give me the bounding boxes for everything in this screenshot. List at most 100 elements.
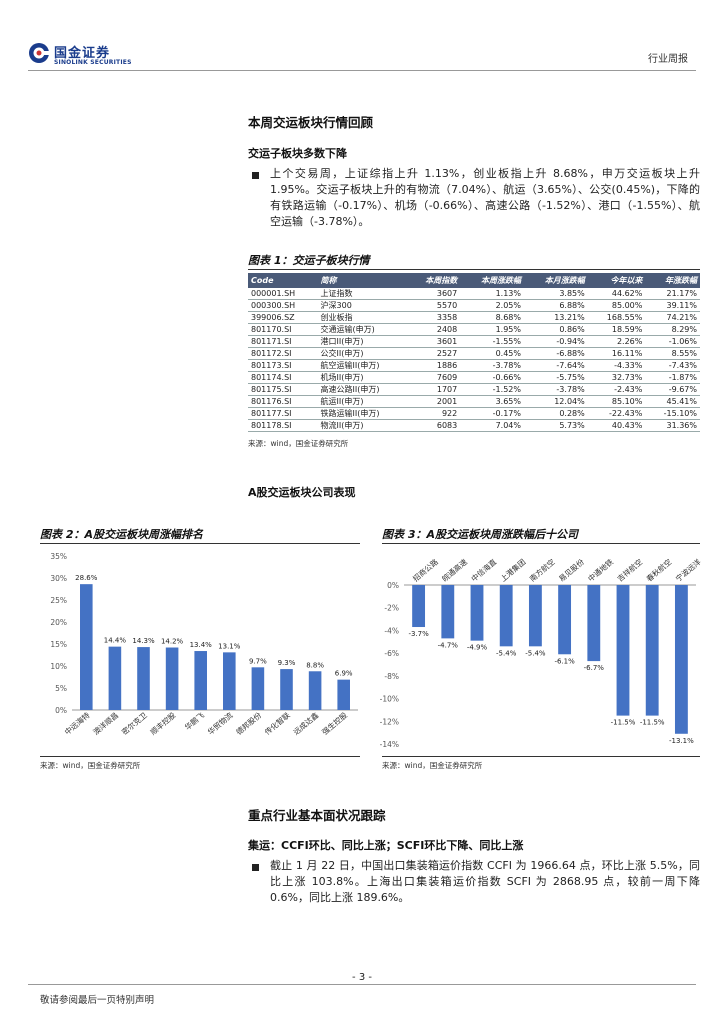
chart2-svg: 0%5%10%15%20%25%30%35%28.6%中远海特14.4%澳洋顺昌… (50, 552, 358, 737)
table-row: 801177.SI 铁路运输II(申万) 922 -0.17% 0.28% -22.43%… (248, 407, 700, 420)
table-cell: 1.95% (460, 323, 524, 336)
table-cell: 40.43% (587, 419, 646, 432)
table-cell: 上证指数 (317, 288, 408, 300)
table-cell: 3.65% (460, 395, 524, 408)
table-cell: 000001.SH (248, 288, 318, 300)
page-number: - 3 - (352, 972, 372, 983)
data-label: -11.5% (611, 719, 636, 727)
category-label: 德邦股份 (234, 710, 264, 737)
section-subtitle-subsectors: 交运子板块多数下降 (248, 147, 347, 160)
table-row: 801170.SI 交通运输(申万) 2408 1.95% 0.86% 18.59% 8.2… (248, 323, 700, 336)
table-cell: 801177.SI (248, 407, 318, 420)
table-cell: 8.55% (645, 347, 700, 360)
table-cell: -2.43% (587, 383, 646, 396)
table-cell: 85.10% (587, 395, 646, 408)
category-label: 强生控股 (320, 710, 350, 737)
chart3-svg: 0% -2% -4% -6% -8% -10% -12% -14% -3.7% 招商公路 -4.7%… (380, 556, 703, 749)
table-cell: 1.13% (460, 288, 524, 300)
table-header-row: Code 简称 本周指数 本周涨跌幅 本月涨跌幅 今年以来 年涨跌幅 (248, 273, 700, 288)
table-cell: 2001 (407, 395, 461, 408)
category-label: 吉祥航空 (615, 557, 644, 584)
category-label: 中信海直 (469, 556, 499, 583)
section-title-fundamentals: 重点行业基本面状况跟踪 (248, 808, 386, 823)
y-tick-label: 35% (50, 552, 67, 561)
table-cell: 机场II(申万) (317, 371, 408, 384)
table-cell: -15.10% (645, 407, 700, 420)
table-cell: 3607 (407, 288, 461, 300)
bar (528, 585, 542, 647)
bar (587, 585, 601, 662)
bar (251, 667, 265, 710)
table-cell: 39.11% (645, 299, 700, 312)
data-label: -5.4% (496, 649, 517, 657)
table-cell: 3601 (407, 335, 461, 348)
category-label: 远成达鑫 (291, 710, 321, 737)
table-cell: 12.04% (523, 395, 588, 408)
bar (194, 651, 207, 710)
table-cell: 8.29% (645, 323, 700, 336)
table-cell: 801175.SI (248, 383, 318, 396)
data-label: 13.1% (218, 642, 241, 650)
table-header-cell: Code (248, 273, 318, 288)
table-cell: -5.75% (523, 371, 588, 384)
table-cell: 0.86% (523, 323, 588, 336)
table-row: 000300.SH 沪深300 5570 2.05% 6.88% 85.00% 39.11% (248, 299, 700, 312)
logo-icon (29, 43, 50, 63)
table-cell: 21.17% (645, 288, 700, 300)
table-cell: 801174.SI (248, 371, 318, 384)
table-header-cell: 本周指数 (407, 273, 461, 288)
table-row: 801174.SI 机场II(申万) 7609 -0.66% -5.75% 32.73% -… (248, 371, 700, 384)
category-label: 易见股份 (556, 556, 586, 583)
figure-rule (40, 756, 360, 757)
table-row: 801176.SI 航运II(申万) 2001 3.65% 12.04% 85.10% 45… (248, 395, 700, 408)
table-row: 801172.SI 公交II(申万) 2527 0.45% -6.88% 16.11% 8.… (248, 347, 700, 360)
category-label: 华贸物流 (205, 710, 235, 737)
bar (558, 585, 572, 655)
section-title-review: 本周交运板块行情回顾 (248, 115, 374, 130)
table-cell: 0.45% (460, 347, 524, 360)
table-title: 图表 1：交运子板块行情 (248, 254, 370, 267)
table-cell: 公交II(申万) (317, 347, 408, 360)
table-header-cell: 本周涨跌幅 (460, 273, 524, 288)
y-tick-label: 0% (55, 706, 67, 715)
table-cell: 航空运输II(申万) (317, 359, 408, 372)
figure-rule (40, 543, 360, 544)
category-label: 皖通高速 (440, 556, 470, 583)
y-tick-label: -8% (384, 672, 399, 681)
table-cell: 922 (407, 407, 461, 420)
category-label: 中通地铁 (586, 556, 616, 583)
table-header-cell: 本月涨跌幅 (523, 273, 588, 288)
table-cell: 0.28% (523, 407, 588, 420)
table-cell: 2.05% (460, 299, 524, 312)
data-label: -4.9% (467, 644, 488, 652)
table-row: 000001.SH 上证指数 3607 1.13% 3.85% 44.62% 21.17% (248, 288, 700, 300)
table-header-cell: 简称 (317, 273, 408, 288)
paragraph-weekly-summary: 上个交易周，上证综指上升 1.13%，创业板指上升 8.68%，申万交运板块上升… (270, 167, 700, 228)
table-cell: 5570 (407, 299, 461, 312)
y-tick-label: 25% (50, 596, 67, 605)
table-cell: 8.68% (460, 311, 524, 324)
category-label: 南方航空 (527, 557, 556, 584)
data-label: -11.5% (640, 719, 665, 727)
bullet-icon (252, 172, 259, 179)
footer-divider (28, 984, 696, 985)
table-cell: 000300.SH (248, 299, 318, 312)
table-cell: 7609 (407, 371, 461, 384)
data-label: -3.7% (408, 630, 429, 638)
table-cell: -0.94% (523, 335, 588, 348)
data-label: -4.7% (438, 641, 459, 649)
category-label: 传化智联 (262, 710, 292, 737)
bar (137, 647, 150, 710)
y-tick-label: -4% (384, 626, 399, 635)
table-row: 399006.SZ 创业板指 3358 8.68% 13.21% 168.55% 74.21… (248, 311, 700, 324)
table-cell: 6083 (407, 419, 461, 432)
table-cell: 74.21% (645, 311, 700, 324)
data-label: -6.1% (554, 657, 575, 665)
table-cell: 801176.SI (248, 395, 318, 408)
table-cell: 铁路运输II(申万) (317, 407, 408, 420)
table-cell: 801172.SI (248, 347, 318, 360)
table-cell: 85.00% (587, 299, 646, 312)
table-cell: 31.36% (645, 419, 700, 432)
table-row: 801175.SI 高速公路II(申万) 1707 -1.52% -3.78% -2.43… (248, 383, 700, 396)
table-cell: 44.62% (587, 288, 646, 300)
